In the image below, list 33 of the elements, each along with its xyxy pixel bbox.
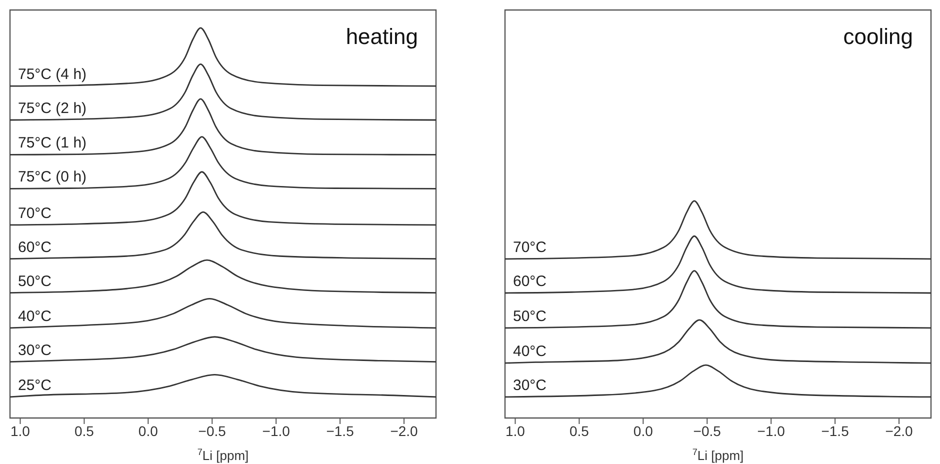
series-label: 75°C (0 h) bbox=[18, 168, 87, 186]
x-tick-label: −1.0 bbox=[262, 422, 290, 439]
series-label: 25°C bbox=[18, 376, 52, 394]
x-tick-label: 1.0 bbox=[506, 422, 526, 439]
x-axis-title: $^{7}$Li [ppm] bbox=[197, 447, 249, 463]
x-tick-label: 1.0 bbox=[10, 422, 30, 439]
x-tick-label: 0.5 bbox=[74, 422, 94, 439]
chart-title: heating bbox=[346, 24, 418, 50]
series-label: 40°C bbox=[513, 343, 547, 360]
chart-title: cooling bbox=[843, 24, 913, 50]
x-tick-label: 0.0 bbox=[633, 422, 654, 439]
x-tick-label: 0.0 bbox=[138, 422, 158, 439]
series-label: 40°C bbox=[18, 308, 52, 325]
series-label: 70°C bbox=[18, 204, 52, 222]
x-tick-label: 0.5 bbox=[569, 422, 590, 439]
series-label: 50°C bbox=[18, 272, 52, 290]
x-tick-label: −1.5 bbox=[326, 422, 354, 439]
series-label: 60°C bbox=[18, 238, 52, 256]
series-label: 75°C (1 h) bbox=[18, 134, 87, 152]
x-tick-label: −1.5 bbox=[821, 422, 850, 439]
x-tick-label: −0.5 bbox=[693, 422, 722, 439]
series-label: 30°C bbox=[18, 342, 52, 359]
series-label: 60°C bbox=[513, 272, 547, 290]
series-label: 30°C bbox=[513, 376, 547, 394]
x-tick-label: −1.0 bbox=[757, 422, 786, 439]
x-axis-title: $^{7}$Li [ppm] bbox=[692, 447, 744, 463]
series-label: 75°C (2 h) bbox=[18, 100, 87, 117]
series-label: 70°C bbox=[513, 238, 547, 256]
x-tick-label: −0.5 bbox=[198, 422, 226, 439]
series-label: 50°C bbox=[513, 308, 547, 325]
x-tick-label: −2.0 bbox=[390, 422, 418, 439]
x-tick-label: −2.0 bbox=[885, 422, 914, 439]
series-label: 75°C (4 h) bbox=[18, 66, 87, 84]
